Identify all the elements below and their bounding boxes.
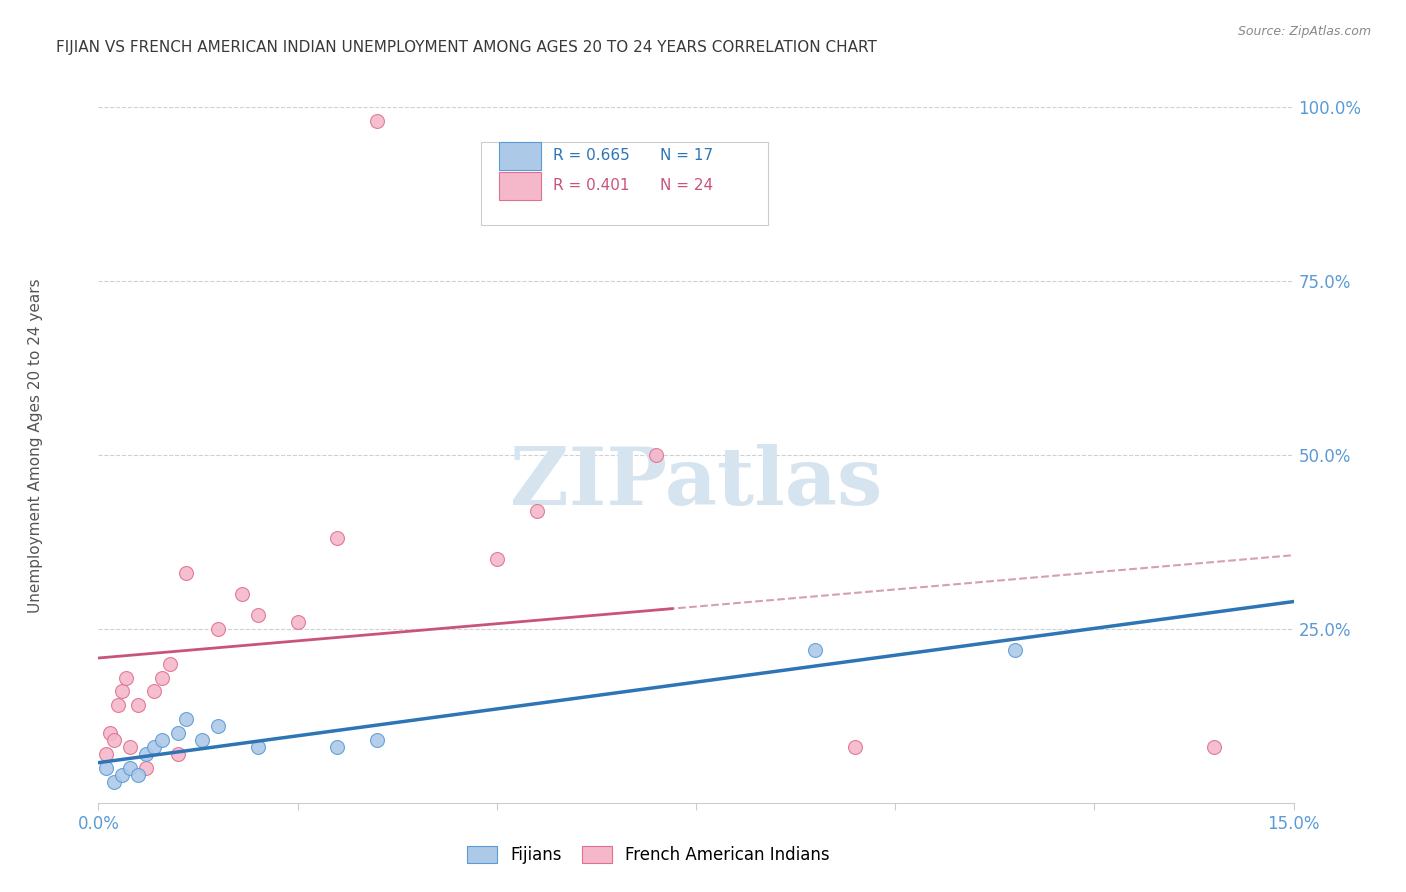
Point	[326, 740, 349, 755]
Point	[150, 733, 173, 747]
Point	[103, 733, 125, 747]
Point	[167, 747, 190, 761]
Point	[844, 740, 866, 755]
Point	[1202, 740, 1225, 755]
Point	[135, 761, 157, 775]
Point	[287, 615, 309, 629]
Point	[135, 747, 157, 761]
Text: R = 0.401: R = 0.401	[553, 178, 628, 194]
Point	[804, 642, 827, 657]
Point	[207, 719, 229, 733]
Point	[231, 587, 253, 601]
Point	[127, 768, 149, 782]
Point	[191, 733, 214, 747]
Point	[174, 712, 197, 726]
Point	[120, 761, 142, 775]
Point	[111, 684, 134, 698]
Point	[115, 671, 138, 685]
Point	[103, 775, 125, 789]
FancyBboxPatch shape	[499, 172, 541, 200]
Point	[143, 740, 166, 755]
Legend: Fijians, French American Indians: Fijians, French American Indians	[460, 839, 837, 871]
Point	[159, 657, 181, 671]
Point	[207, 622, 229, 636]
FancyBboxPatch shape	[481, 142, 768, 226]
Point	[127, 698, 149, 713]
Point	[174, 566, 197, 581]
Point	[150, 671, 173, 685]
Text: FIJIAN VS FRENCH AMERICAN INDIAN UNEMPLOYMENT AMONG AGES 20 TO 24 YEARS CORRELAT: FIJIAN VS FRENCH AMERICAN INDIAN UNEMPLO…	[56, 40, 877, 55]
Text: N = 24: N = 24	[661, 178, 713, 194]
Point	[143, 684, 166, 698]
Point	[246, 607, 269, 622]
Point	[167, 726, 190, 740]
Point	[366, 114, 388, 128]
Point	[645, 448, 668, 462]
Point	[366, 733, 388, 747]
Text: Unemployment Among Ages 20 to 24 years: Unemployment Among Ages 20 to 24 years	[28, 278, 42, 614]
Point	[326, 532, 349, 546]
Text: R = 0.665: R = 0.665	[553, 148, 630, 163]
Text: N = 17: N = 17	[661, 148, 713, 163]
FancyBboxPatch shape	[499, 142, 541, 169]
Point	[1004, 642, 1026, 657]
Point	[98, 726, 122, 740]
Text: ZIPatlas: ZIPatlas	[510, 443, 882, 522]
Point	[96, 747, 118, 761]
Text: Source: ZipAtlas.com: Source: ZipAtlas.com	[1237, 25, 1371, 38]
Point	[111, 768, 134, 782]
Point	[485, 552, 508, 566]
Point	[120, 740, 142, 755]
Point	[526, 503, 548, 517]
Point	[96, 761, 118, 775]
Point	[107, 698, 129, 713]
Point	[246, 740, 269, 755]
